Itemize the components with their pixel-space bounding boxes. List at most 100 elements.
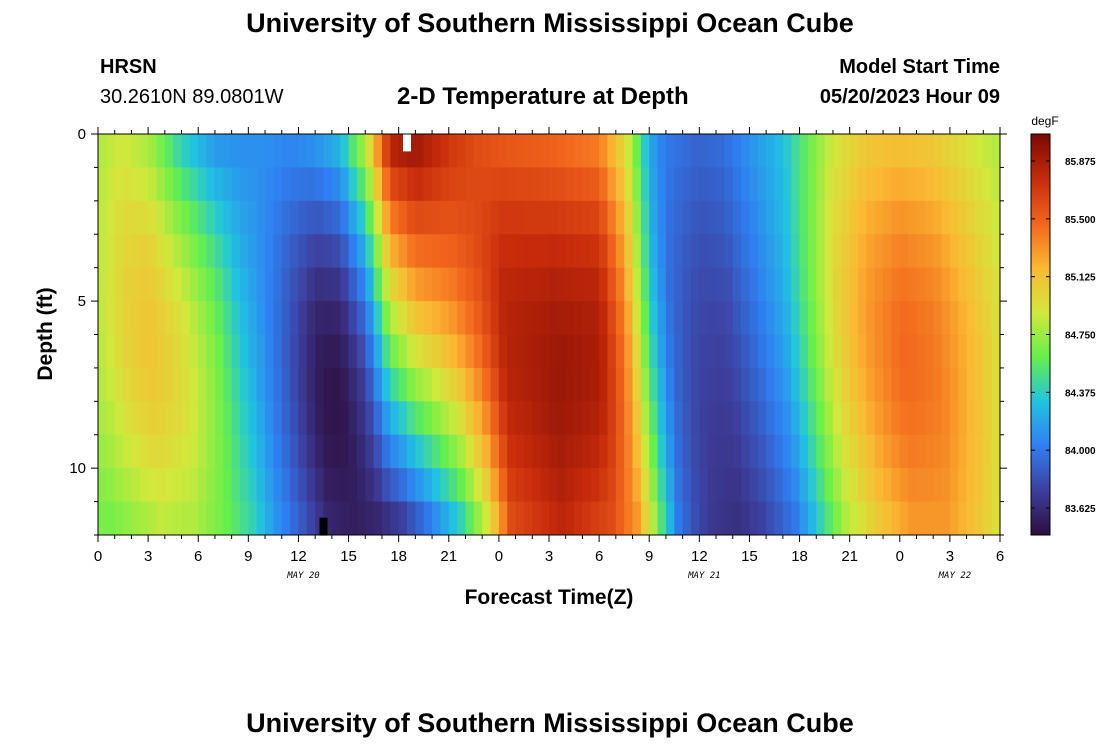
heatmap-cell xyxy=(214,200,224,235)
heatmap-cell xyxy=(707,334,717,369)
heatmap-cell xyxy=(766,234,775,269)
heatmap-cell xyxy=(674,434,684,469)
heatmap-cell xyxy=(123,200,132,235)
heatmap-cell xyxy=(498,468,508,502)
heatmap-cell xyxy=(849,367,859,402)
heatmap-cell xyxy=(323,367,333,402)
heatmap-cell xyxy=(348,468,358,502)
main-title: University of Southern Mississippi Ocean… xyxy=(246,8,854,38)
heatmap-cell xyxy=(148,367,157,402)
heatmap-cell xyxy=(607,200,617,235)
heatmap-cell xyxy=(716,200,725,235)
heatmap-cell xyxy=(824,334,834,369)
heatmap-cell xyxy=(791,434,800,469)
heatmap-cell xyxy=(590,401,600,436)
heatmap-cell xyxy=(933,200,942,235)
heatmap-cell xyxy=(114,434,124,469)
heatmap-cell xyxy=(223,134,233,168)
heatmap-cell xyxy=(231,134,241,168)
heatmap-cell xyxy=(131,301,141,335)
heatmap-cell xyxy=(265,200,274,235)
heatmap-cell xyxy=(824,401,834,436)
heatmap-cell xyxy=(874,134,884,168)
heatmap-cell xyxy=(373,301,383,335)
heatmap-cell xyxy=(824,501,834,536)
heatmap-cell xyxy=(924,468,934,502)
heatmap-cell xyxy=(983,134,993,168)
heatmap-cell xyxy=(908,401,917,436)
heatmap-cell xyxy=(824,267,834,302)
heatmap-cell xyxy=(941,501,951,536)
heatmap-cell xyxy=(874,167,884,202)
heatmap-cell xyxy=(248,234,258,269)
heatmap-cell xyxy=(632,468,642,502)
heatmap-cell xyxy=(465,200,475,235)
heatmap-cell xyxy=(557,301,567,335)
heatmap-cell xyxy=(866,267,876,302)
heatmap-cell xyxy=(849,267,859,302)
heatmap-cell xyxy=(858,367,867,402)
heatmap-cell xyxy=(891,267,901,302)
heatmap-cell xyxy=(381,401,391,436)
heatmap-cell xyxy=(498,401,508,436)
heatmap-cell xyxy=(98,401,107,436)
heatmap-cell xyxy=(674,501,684,536)
heatmap-cell xyxy=(924,367,934,402)
heatmap-cell xyxy=(908,501,917,536)
heatmap-cell xyxy=(582,200,592,235)
heatmap-cell xyxy=(832,267,842,302)
heatmap-cell xyxy=(582,367,592,402)
heatmap-cell xyxy=(273,468,283,502)
heatmap-cell xyxy=(599,134,608,168)
heatmap-cell xyxy=(290,334,299,369)
heatmap-cell xyxy=(482,167,491,202)
heatmap-cell xyxy=(356,401,366,436)
heatmap-cell xyxy=(774,434,784,469)
heatmap-marker xyxy=(403,133,411,152)
heatmap-cell xyxy=(231,200,241,235)
heatmap-cell xyxy=(757,267,767,302)
heatmap-cell xyxy=(991,301,1001,335)
heatmap-cell xyxy=(340,468,349,502)
heatmap-cell xyxy=(523,468,533,502)
heatmap-cell xyxy=(248,200,258,235)
heatmap-cell xyxy=(849,501,859,536)
heatmap-cell xyxy=(649,401,658,436)
heatmap-cell xyxy=(415,334,425,369)
heatmap-cell xyxy=(657,167,667,202)
heatmap-cell xyxy=(298,200,308,235)
heatmap-cell xyxy=(916,367,926,402)
heatmap-cell xyxy=(423,267,433,302)
heatmap-cell xyxy=(348,134,358,168)
heatmap-cell xyxy=(958,167,967,202)
heatmap-cell xyxy=(206,401,216,436)
model-start-label: Model Start Time xyxy=(839,56,1000,78)
heatmap-cell xyxy=(732,334,742,369)
y-tick-label: 10 xyxy=(69,460,86,477)
heatmap-cell xyxy=(874,267,884,302)
heatmap-cell xyxy=(173,167,182,202)
heatmap-cell xyxy=(231,267,241,302)
heatmap-cell xyxy=(649,367,658,402)
heatmap-cell xyxy=(139,334,149,369)
heatmap-cell xyxy=(874,301,884,335)
heatmap-cell xyxy=(774,501,784,536)
heatmap-cell xyxy=(858,501,867,536)
heatmap-cell xyxy=(949,200,959,235)
heatmap-cell xyxy=(716,301,725,335)
heatmap-cell xyxy=(540,434,550,469)
heatmap-cell xyxy=(866,468,876,502)
heatmap-cell xyxy=(824,134,834,168)
heatmap-cell xyxy=(298,468,308,502)
heatmap-cell xyxy=(457,200,466,235)
heatmap-cell xyxy=(540,167,550,202)
heatmap-cell xyxy=(206,334,216,369)
heatmap-cell xyxy=(457,267,466,302)
heatmap-cell xyxy=(574,501,583,536)
heatmap-cell xyxy=(690,468,700,502)
heatmap-cell xyxy=(373,434,383,469)
heatmap-cell xyxy=(991,267,1001,302)
heatmap-cell xyxy=(699,401,709,436)
heatmap-cell xyxy=(974,134,984,168)
heatmap-cell xyxy=(941,468,951,502)
